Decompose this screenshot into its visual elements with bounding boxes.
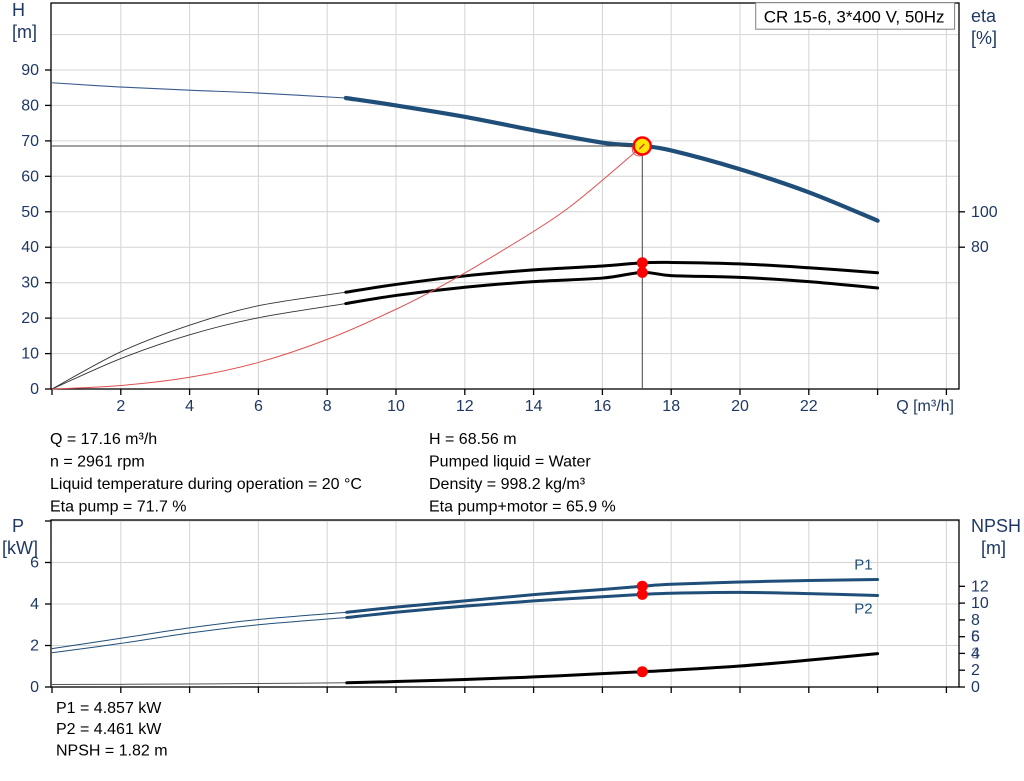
svg-text:0: 0 xyxy=(971,679,980,696)
svg-text:[m]: [m] xyxy=(981,538,1006,558)
svg-text:70: 70 xyxy=(21,133,39,150)
svg-text:12: 12 xyxy=(971,578,989,595)
svg-text:50: 50 xyxy=(21,204,39,221)
svg-text:[%]: [%] xyxy=(971,28,997,48)
svg-text:20: 20 xyxy=(21,310,39,327)
svg-text:H = 68.56 m: H = 68.56 m xyxy=(429,431,517,448)
svg-text:Q = 17.16 m³/h: Q = 17.16 m³/h xyxy=(50,431,157,448)
svg-text:12: 12 xyxy=(456,398,474,415)
svg-text:Pumped liquid = Water: Pumped liquid = Water xyxy=(429,454,591,471)
svg-text:60: 60 xyxy=(21,168,39,185)
svg-text:P1: P1 xyxy=(854,557,872,574)
svg-text:Liquid temperature during oper: Liquid temperature during operation = 20… xyxy=(50,476,362,493)
svg-text:H: H xyxy=(12,0,25,20)
svg-text:14: 14 xyxy=(525,398,543,415)
svg-text:eta: eta xyxy=(971,6,997,26)
svg-text:10: 10 xyxy=(21,346,39,363)
svg-text:P2 = 4.461 kW: P2 = 4.461 kW xyxy=(56,721,162,738)
svg-text:P: P xyxy=(12,516,24,536)
svg-text:[kW]: [kW] xyxy=(2,538,38,558)
svg-text:22: 22 xyxy=(800,398,818,415)
svg-text:[m]: [m] xyxy=(12,22,37,42)
svg-text:CR 15-6, 3*400 V, 50Hz: CR 15-6, 3*400 V, 50Hz xyxy=(764,8,945,27)
svg-text:20: 20 xyxy=(731,398,749,415)
svg-text:10: 10 xyxy=(971,595,989,612)
svg-text:4: 4 xyxy=(185,398,194,415)
svg-text:10: 10 xyxy=(387,398,405,415)
svg-text:n = 2961 rpm: n = 2961 rpm xyxy=(50,454,145,471)
svg-text:Eta pump = 71.7 %: Eta pump = 71.7 % xyxy=(50,499,187,516)
svg-text:0: 0 xyxy=(30,381,39,398)
svg-text:100: 100 xyxy=(971,204,998,221)
svg-text:0: 0 xyxy=(30,679,39,696)
svg-text:40: 40 xyxy=(21,239,39,256)
svg-text:16: 16 xyxy=(594,398,612,415)
svg-text:8: 8 xyxy=(971,612,980,629)
svg-text:18: 18 xyxy=(662,398,680,415)
svg-text:80: 80 xyxy=(21,97,39,114)
svg-text:80: 80 xyxy=(971,239,989,256)
svg-text:2: 2 xyxy=(30,638,39,655)
svg-text:4: 4 xyxy=(30,596,39,613)
svg-text:8: 8 xyxy=(323,398,332,415)
svg-text:6: 6 xyxy=(254,398,263,415)
svg-text:NPSH = 1.82 m: NPSH = 1.82 m xyxy=(56,742,168,759)
svg-text:NPSH: NPSH xyxy=(971,516,1021,536)
svg-text:30: 30 xyxy=(21,275,39,292)
svg-text:P1 = 4.857 kW: P1 = 4.857 kW xyxy=(56,700,162,717)
svg-text:P2: P2 xyxy=(854,601,872,618)
svg-text:Density = 998.2 kg/m³: Density = 998.2 kg/m³ xyxy=(429,476,586,493)
svg-text:90: 90 xyxy=(21,62,39,79)
svg-text:2: 2 xyxy=(116,398,125,415)
svg-text:Q [m³/h]: Q [m³/h] xyxy=(896,398,954,415)
svg-text:3: 3 xyxy=(971,645,980,662)
svg-text:5: 5 xyxy=(971,629,980,646)
svg-text:2: 2 xyxy=(971,662,980,679)
svg-text:Eta pump+motor = 65.9 %: Eta pump+motor = 65.9 % xyxy=(429,499,616,516)
